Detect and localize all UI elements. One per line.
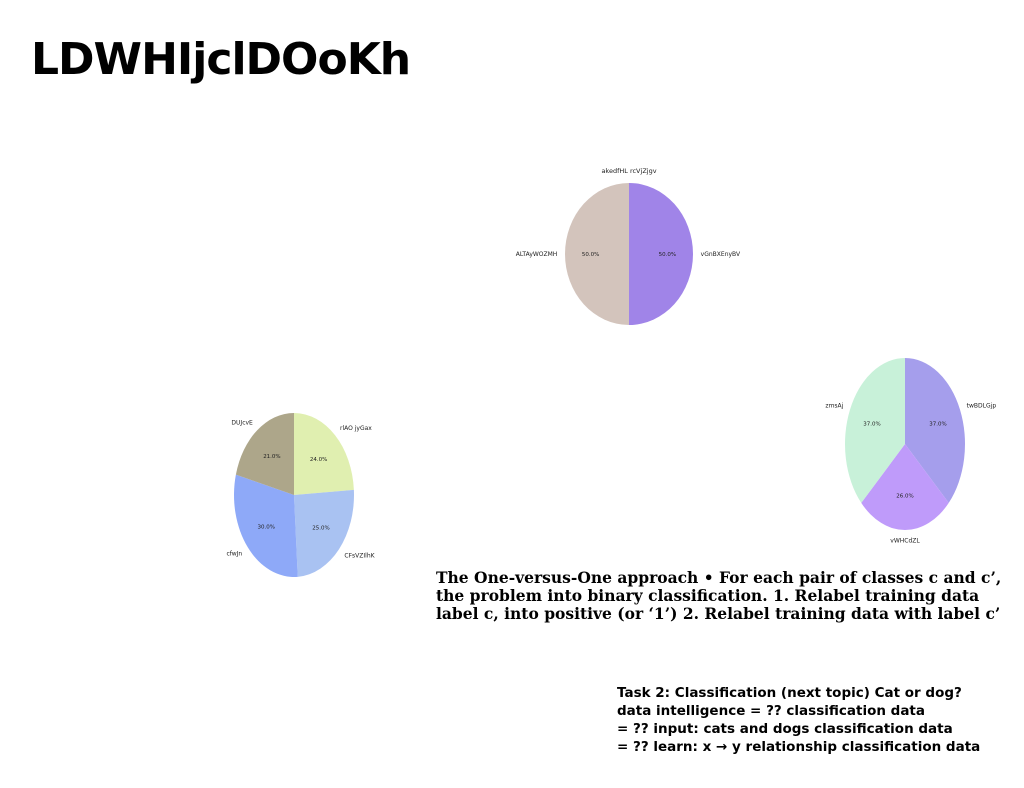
pie-1-slice-2 (565, 183, 629, 325)
page-title: LDWHIjclDOoKh (31, 34, 411, 85)
pie-2-percent-label-3: 37.0% (863, 422, 880, 428)
task-line-1: Task 2: Classification (next topic) Cat … (617, 685, 962, 701)
task-line-4: = ?? learn: x → y relationship classific… (617, 739, 981, 755)
pie-chart-1: akedfHL rcVjZjgv 50.0% vGnBXEnyBV 50.0% ALT… (516, 167, 741, 325)
pie-2-category-label-2: vWHCdZL (890, 537, 920, 544)
pie-3-percent-label-2: 25.0% (312, 526, 329, 532)
pie-2-slice-2 (861, 444, 949, 530)
pie-2-percent-label-1: 37.0% (929, 422, 946, 428)
pie-1-percent-label-1: 50.0% (659, 252, 676, 258)
ovo-line-1: The One-versus-One approach • For each p… (436, 568, 1002, 587)
pie-2-percent-label-2: 26.0% (896, 494, 913, 500)
ovo-line-2: the problem into binary classification. … (436, 586, 980, 605)
pie-3-category-label-4: DUJcvE (231, 419, 253, 426)
task-line-2: data intelligence = ?? classification da… (617, 703, 925, 719)
pie-1-slice-1 (629, 183, 693, 325)
pie-3-percent-label-1: 24.0% (310, 457, 327, 463)
pie-3-percent-label-3: 30.0% (258, 524, 275, 530)
pie-3-category-label-1: rlAO jyGax (340, 425, 372, 432)
pie-3-category-label-3: cfwJn (226, 551, 242, 558)
pie-3-slice-3 (234, 474, 298, 577)
pie-chart-2: 37.0% twBDLGjp 26.0% vWHCdZL 37.0% zmsAj (825, 358, 997, 544)
pie-1-category-label-2: ALTAyWOZMH (516, 251, 558, 258)
pie-2-slice-1 (905, 358, 965, 503)
one-versus-one-paragraph: The One-versus-One approach • For each p… (436, 569, 1024, 623)
pie-1-percent-label-2: 50.0% (582, 252, 599, 258)
pie-3-slice-2 (294, 489, 354, 577)
pie-2-category-label-1: twBDLGjp (967, 403, 997, 410)
pie-3-category-label-2: CFsVZIlhK (344, 553, 375, 560)
pie-2-category-label-3: zmsAj (825, 403, 843, 410)
pie-chart-3: 24.0% rlAO jyGax 25.0% CFsVZIlhK 30.0% cfwJn 2… (226, 413, 376, 577)
ovo-line-3: label c, into positive (or ‘1’) 2. Relab… (436, 604, 1001, 623)
pie-3-slice-1 (294, 413, 354, 495)
pie-3-slice-4 (235, 413, 294, 495)
pie-3-percent-label-4: 21.0% (263, 454, 280, 460)
pie-1-category-label-1: vGnBXEnyBV (701, 251, 741, 258)
task-paragraph: Task 2: Classification (next topic) Cat … (617, 684, 1017, 756)
pie-chart-1-title: akedfHL rcVjZjgv (601, 167, 656, 175)
pie-2-slice-3 (845, 358, 905, 503)
task-line-3: = ?? input: cats and dogs classification… (617, 721, 953, 737)
